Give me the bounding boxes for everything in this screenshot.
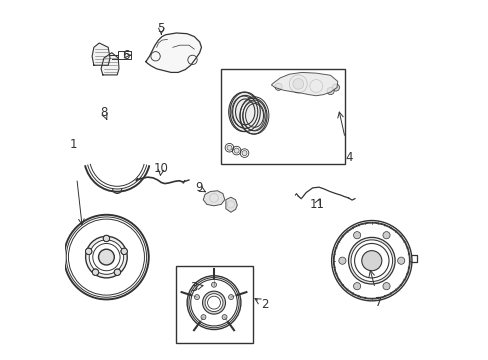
Text: 7: 7 <box>374 296 382 309</box>
Circle shape <box>234 148 239 153</box>
Text: 10: 10 <box>154 162 168 175</box>
Ellipse shape <box>228 92 258 132</box>
Text: 1: 1 <box>69 138 77 151</box>
Circle shape <box>114 269 121 275</box>
Circle shape <box>204 294 223 312</box>
Circle shape <box>103 235 109 242</box>
Circle shape <box>353 283 360 290</box>
Circle shape <box>202 291 225 314</box>
Circle shape <box>242 150 246 156</box>
Circle shape <box>333 222 409 299</box>
Text: 4: 4 <box>345 151 353 164</box>
Polygon shape <box>271 72 337 96</box>
Circle shape <box>85 248 92 255</box>
Text: 9: 9 <box>194 181 202 194</box>
Circle shape <box>338 257 346 264</box>
Circle shape <box>99 249 114 265</box>
Text: 3: 3 <box>189 281 197 294</box>
Circle shape <box>211 282 216 287</box>
Circle shape <box>397 257 404 264</box>
Circle shape <box>353 231 360 239</box>
Circle shape <box>194 294 199 300</box>
Polygon shape <box>92 43 110 65</box>
Circle shape <box>89 240 123 274</box>
Bar <box>221 69 344 164</box>
Circle shape <box>292 78 303 89</box>
Bar <box>118 51 131 59</box>
Bar <box>176 266 253 343</box>
Text: 6: 6 <box>122 49 129 62</box>
Ellipse shape <box>239 98 266 134</box>
Text: 5: 5 <box>157 22 164 35</box>
Circle shape <box>85 236 127 278</box>
Polygon shape <box>101 53 119 75</box>
Polygon shape <box>145 33 201 72</box>
Text: 2: 2 <box>261 298 268 311</box>
Text: 11: 11 <box>309 198 324 211</box>
Circle shape <box>187 276 241 329</box>
Circle shape <box>361 251 381 271</box>
Circle shape <box>274 83 282 90</box>
Polygon shape <box>203 191 224 206</box>
Circle shape <box>326 87 333 95</box>
Circle shape <box>121 248 127 255</box>
Circle shape <box>228 294 233 300</box>
Circle shape <box>348 237 394 284</box>
Circle shape <box>92 269 99 275</box>
Circle shape <box>226 145 231 150</box>
Circle shape <box>201 315 205 320</box>
Polygon shape <box>225 197 237 212</box>
Circle shape <box>382 283 389 290</box>
Circle shape <box>382 231 389 239</box>
Circle shape <box>331 221 411 301</box>
Circle shape <box>332 84 339 91</box>
Circle shape <box>350 240 392 282</box>
Circle shape <box>222 315 226 320</box>
Circle shape <box>188 278 239 328</box>
Text: 8: 8 <box>100 106 107 119</box>
